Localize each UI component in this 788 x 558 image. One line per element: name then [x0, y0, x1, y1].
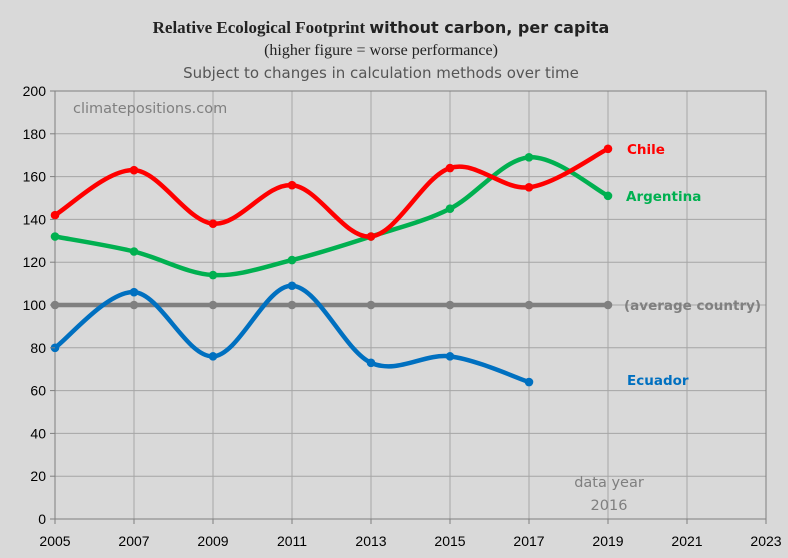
y-tick-label: 180 [23, 126, 47, 142]
chart-subtitle-2: Subject to changes in calculation method… [183, 64, 579, 82]
y-tick-label: 160 [23, 169, 47, 185]
x-tick-label: 2007 [118, 533, 149, 549]
chart-title-part2: without carbon, per capita [369, 18, 609, 37]
data-year-note: data year [574, 475, 644, 491]
data-point-chile [50, 210, 60, 220]
data-point-chile [129, 165, 139, 175]
data-point-chile [208, 219, 218, 228]
series-line-chile [52, 146, 611, 239]
x-tick-label: 2015 [434, 533, 465, 549]
y-tick-label: 100 [23, 297, 47, 313]
data-point-ecuador [208, 352, 218, 361]
series-label-average-country: (average country) [624, 298, 761, 314]
data-point-argentina [287, 255, 297, 265]
data-point-average-country [524, 300, 534, 310]
data-point-average-country [129, 300, 139, 310]
data-point-average-country [445, 300, 455, 310]
data-point-argentina [445, 204, 455, 213]
x-tick-label: 2017 [513, 533, 544, 549]
x-tick-label: 2005 [39, 533, 70, 549]
x-tick-label: 2023 [750, 533, 781, 549]
data-point-average-country [366, 300, 376, 310]
series-chile [50, 144, 613, 241]
chart-subtitle: (higher figure = worse performance) [264, 42, 498, 59]
y-tick-label: 200 [23, 83, 47, 99]
y-tick-label: 40 [30, 425, 46, 441]
data-point-chile [445, 163, 455, 173]
chart-title: Relative Ecological Footprint without ca… [153, 18, 610, 37]
series-line-argentina [52, 155, 611, 278]
y-tick-label: 60 [30, 383, 46, 399]
data-year-value: 2016 [591, 498, 628, 514]
data-point-ecuador [524, 377, 534, 387]
data-point-chile [603, 144, 613, 154]
y-tick-label: 20 [30, 468, 46, 484]
data-point-ecuador [445, 352, 455, 361]
chart-title-part1: Relative Ecological Footprint [153, 18, 366, 37]
watermark: climatepositions.com [73, 101, 227, 117]
y-tick-label: 140 [23, 211, 47, 227]
data-point-argentina [524, 153, 534, 162]
series-label-ecuador: Ecuador [627, 373, 689, 389]
series-labels: Chile Argentina (average country) Ecuador [624, 142, 761, 389]
x-tick-label: 2013 [355, 533, 386, 549]
x-tick-label: 2019 [592, 533, 623, 549]
series-layer [50, 144, 613, 387]
data-point-argentina [603, 191, 613, 201]
x-tick-label: 2009 [197, 533, 228, 549]
data-point-argentina [129, 247, 139, 256]
data-point-average-country [208, 300, 218, 310]
axis-ticks: 0 20 40 60 80 100 120 140 160 180 200 2005 2007 2009 2… [23, 83, 782, 549]
data-point-ecuador [129, 287, 139, 297]
data-point-chile [524, 183, 534, 192]
series-label-argentina: Argentina [626, 189, 701, 205]
x-tick-label: 2021 [671, 533, 702, 549]
data-point-argentina [50, 232, 60, 241]
data-point-ecuador [287, 281, 297, 291]
data-point-ecuador [366, 358, 376, 368]
x-tick-label: 2011 [277, 533, 307, 549]
series-ecuador [50, 281, 534, 387]
series-label-chile: Chile [627, 142, 665, 158]
y-tick-label: 80 [30, 340, 46, 356]
data-point-chile [366, 232, 376, 241]
data-point-argentina [208, 270, 218, 280]
data-point-average-country [287, 300, 297, 310]
y-tick-label: 120 [23, 254, 47, 270]
series-average-country [50, 300, 613, 310]
data-point-chile [287, 180, 297, 190]
data-point-average-country [603, 300, 613, 310]
y-tick-label: 0 [38, 511, 46, 527]
